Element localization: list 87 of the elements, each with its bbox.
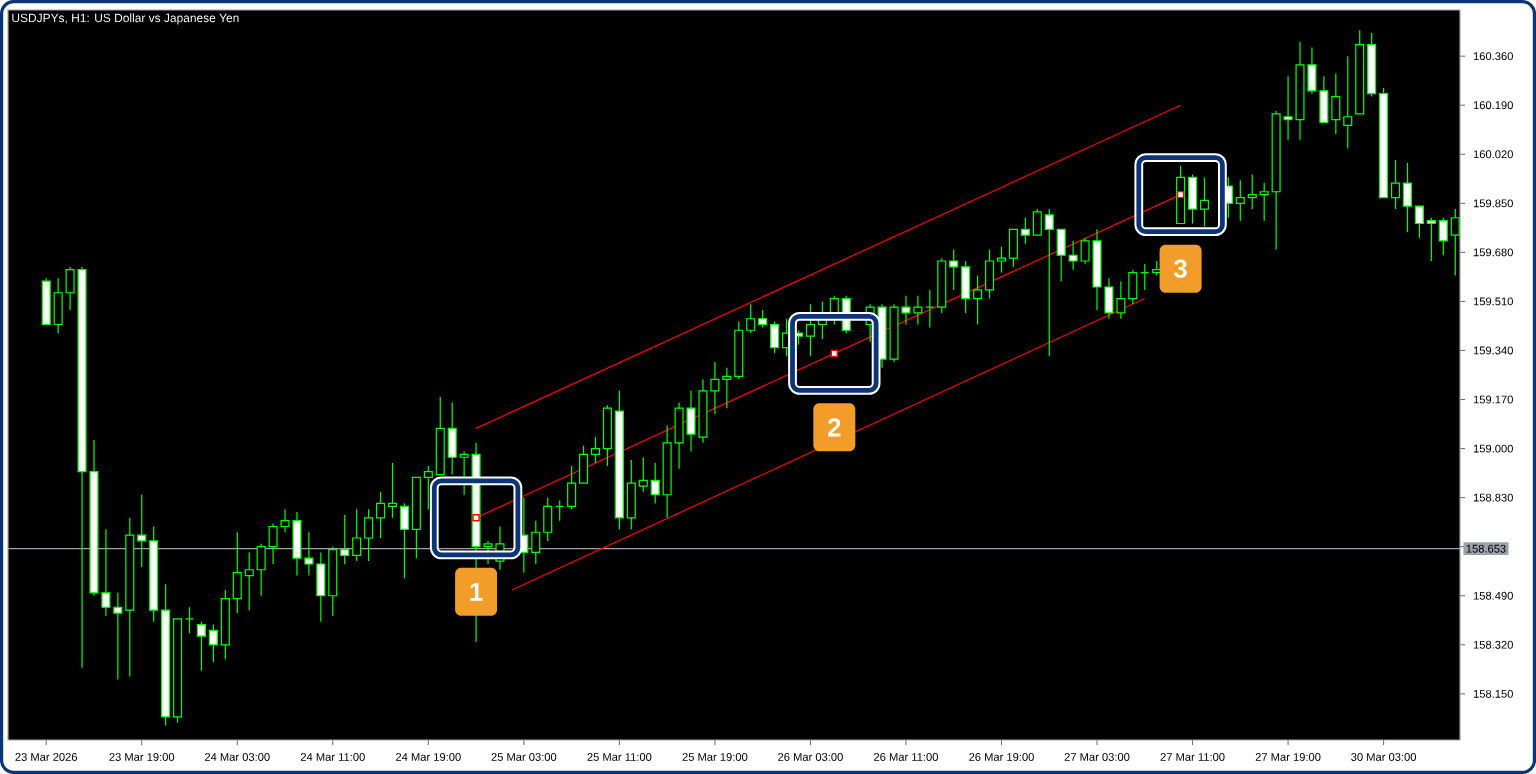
y-tick-label: 159.340 [1473,346,1513,355]
candlestick [973,274,983,326]
y-tick-label: 158.150 [1473,689,1513,698]
candlestick [387,462,398,519]
candlestick [1199,176,1210,227]
candlestick [746,303,756,334]
candlestick [1331,72,1341,135]
candlestick [1080,237,1090,265]
point [1176,190,1185,199]
annotation: 2 [828,418,841,437]
candlestick [1116,280,1126,320]
candlestick [1390,159,1401,210]
y-tick-label: 160.360 [1473,52,1513,61]
candlestick [459,450,469,496]
candlestick [913,295,923,326]
y-tick-label: 159.850 [1473,199,1513,208]
candlestick [1020,217,1030,245]
y-tick-label: 158.320 [1473,640,1513,649]
candlestick [65,266,75,311]
candlestick [364,508,374,562]
candlestick [304,531,314,577]
candlestick [1414,205,1424,239]
ref-line-label: 158.653 [1466,544,1506,553]
x-tick-label: 24 Mar 03:00 [204,753,270,761]
candlestick [280,508,290,533]
x-tick-label: 23 Mar 2026 [15,753,78,761]
candlestick [638,456,648,493]
candlestick [901,295,911,326]
candlestick [208,623,218,663]
x-tick-label: 27 Mar 03:00 [1064,753,1130,761]
candlestick [1068,240,1078,271]
x-tick-label: 30 Mar 03:00 [1351,753,1417,761]
candlestick [949,248,959,291]
candlestick [376,491,386,539]
x-tick-label: 26 Mar 11:00 [874,753,938,761]
candlestick [650,462,660,504]
x-tick-label: 25 Mar 03:00 [491,753,557,761]
y-tick-label: 159.170 [1473,395,1513,404]
candlestick [1044,208,1054,357]
candlestick [996,245,1007,274]
candlestick [340,514,350,565]
candlestick [590,436,601,464]
candlestick [710,361,720,415]
candlestick [352,508,362,562]
point [830,349,839,358]
candlestick [423,465,433,510]
candlestick [1235,179,1245,222]
y-tick-label: 159.510 [1473,297,1513,306]
candlestick [101,528,111,617]
candlestick [1247,173,1257,210]
point [472,514,480,522]
annotation: 3 [1173,259,1187,278]
candlestick [1032,208,1042,236]
x-tick-label: 24 Mar 11:00 [300,753,365,761]
candlestick [244,551,254,611]
x-tick-label: 23 Mar 19:00 [109,753,175,761]
candlestick [1438,217,1448,256]
x-tick-label: 26 Mar 03:00 [778,753,843,761]
y-tick-label: 159.680 [1473,248,1513,257]
candlestick [770,321,780,354]
candlestick [399,502,409,580]
y-tick-label: 160.190 [1473,101,1513,110]
candlestick [1343,55,1353,150]
candlestick [531,520,541,565]
candlestick [137,494,147,568]
x-tick-label: 25 Mar 11:00 [587,753,652,761]
y-tick-label: 158.490 [1473,591,1513,600]
candlestick [722,367,732,409]
annotation: 1 [470,582,483,601]
x-tick-label: 26 Mar 19:00 [969,753,1034,761]
x-tick-label: 25 Mar 19:00 [682,753,748,761]
y-tick-label: 159.000 [1473,444,1513,453]
candlestick [567,465,577,510]
y-tick-label: 160.020 [1473,150,1513,159]
candlestick [1426,217,1436,262]
chart-title: USDJPYs, H1: US Dollar vs Japanese Yen [12,13,239,25]
x-tick-label: 27 Mar 11:00 [1160,753,1225,761]
y-tick-label: 158.830 [1473,493,1513,502]
candlestick [1283,75,1293,141]
candlestick [196,621,206,672]
x-tick-label: 24 Mar 19:00 [396,753,461,761]
candlestick [113,592,123,681]
candlestick [268,522,278,565]
candlestick [256,543,266,597]
candlestick [1259,182,1269,222]
candlestick [1402,162,1413,233]
x-tick-label: 27 Mar 19:00 [1255,753,1321,761]
